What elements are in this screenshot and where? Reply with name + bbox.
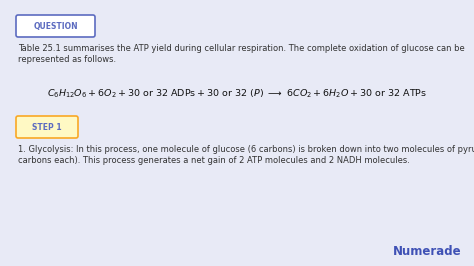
FancyBboxPatch shape	[16, 15, 95, 37]
Text: carbons each). This process generates a net gain of 2 ATP molecules and 2 NADH m: carbons each). This process generates a …	[18, 156, 410, 165]
Text: $C_6H_{12}O_6 + 6O_2 + 30\ \mathrm{or}\ 32\ \mathrm{ADPs} + 30\ \mathrm{or}\ 32\: $C_6H_{12}O_6 + 6O_2 + 30\ \mathrm{or}\ …	[47, 88, 427, 101]
FancyBboxPatch shape	[16, 116, 78, 138]
Text: represented as follows.: represented as follows.	[18, 55, 116, 64]
Text: 1. Glycolysis: In this process, one molecule of glucose (6 carbons) is broken do: 1. Glycolysis: In this process, one mole…	[18, 145, 474, 154]
Text: Numerade: Numerade	[393, 245, 462, 258]
Text: QUESTION: QUESTION	[33, 22, 78, 31]
Text: Table 25.1 summarises the ATP yield during cellular respiration. The complete ox: Table 25.1 summarises the ATP yield duri…	[18, 44, 465, 53]
Text: STEP 1: STEP 1	[32, 123, 62, 131]
